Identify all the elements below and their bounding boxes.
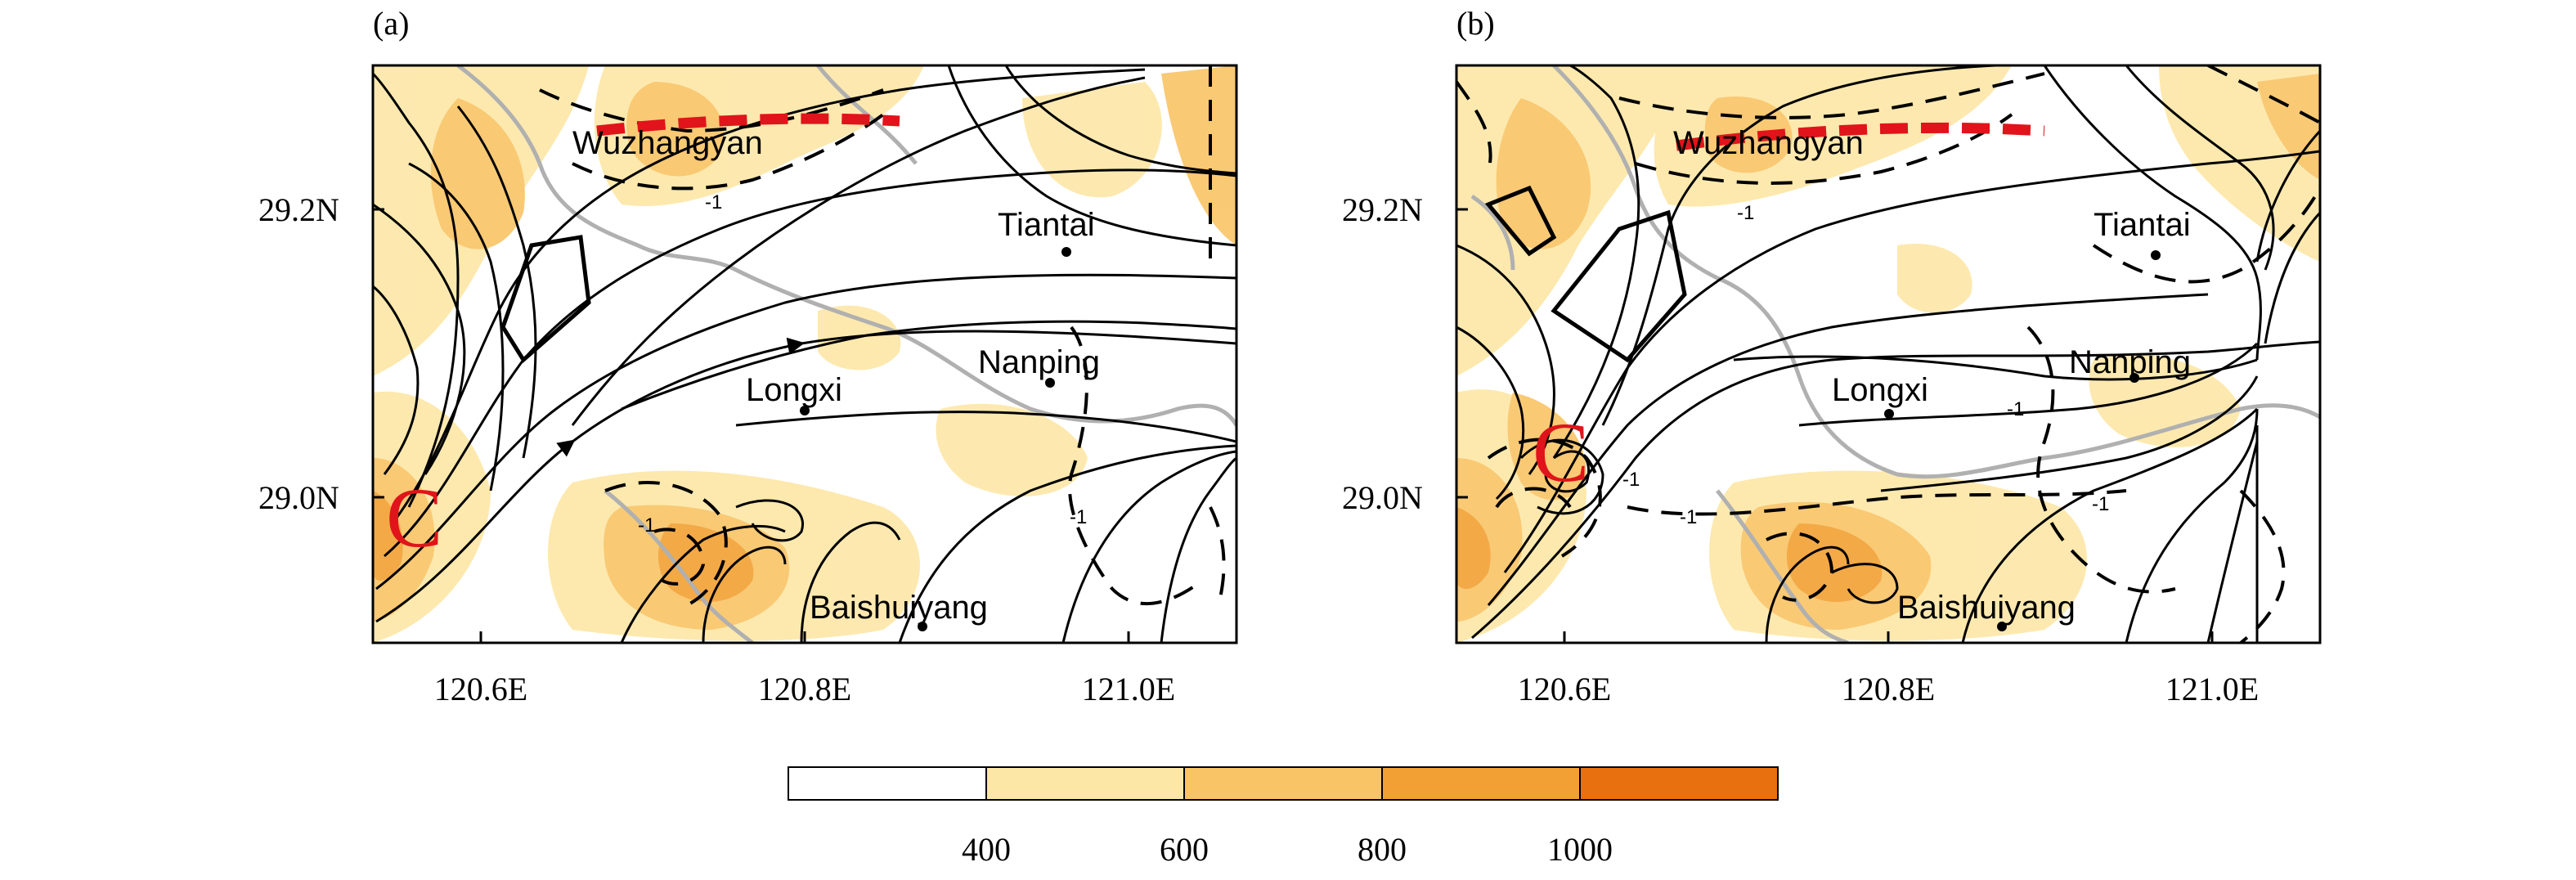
station-label: Tiantai	[2094, 207, 2191, 243]
contour-label: -1	[638, 514, 655, 537]
map-area: -1 -1 -1 -1 -1 C Wuzhangyan Tiantai Nanp…	[1456, 65, 2320, 643]
colorbar-tick-label: 600	[1160, 831, 1209, 868]
x-tick-label: 121.0E	[2165, 671, 2259, 707]
contour-label: -1	[1070, 506, 1087, 528]
station-dot	[2129, 373, 2139, 383]
streamlines	[1456, 65, 2320, 643]
colorbar-bin	[1183, 766, 1383, 801]
station-tiantai: Tiantai	[998, 207, 1095, 257]
map-area: -1 -1 -1 C Wuzhangyan Tiantai Nanping Lo…	[373, 65, 1236, 643]
panel-label: (b)	[1456, 5, 1495, 42]
station-dot	[1997, 622, 2007, 631]
colorbar-bin	[985, 766, 1185, 801]
contour-label: -1	[1680, 506, 1697, 528]
panel-b: (b)	[1342, 5, 2322, 707]
station-wuzhangyan: Wuzhangyan	[572, 125, 763, 161]
y-tick-label: 29.2N	[1342, 191, 1423, 228]
contour-label: -1	[1622, 469, 1640, 491]
colorbar-tick-label: 800	[1358, 831, 1407, 868]
station-dot	[1045, 378, 1055, 388]
station-longxi: Longxi	[746, 372, 842, 415]
contour-label: -1	[2007, 398, 2024, 420]
station-nanping: Nanping	[978, 344, 1100, 388]
x-tick-label: 120.6E	[1518, 671, 1611, 707]
colorbar-tick-label: 1000	[1547, 831, 1613, 868]
station-dot	[1061, 247, 1071, 257]
contour-label: -1	[705, 191, 722, 213]
contours	[539, 65, 1226, 607]
x-tick-label: 120.8E	[1842, 671, 1935, 707]
panel-a: (a)	[258, 5, 1238, 707]
colorbar-bin	[788, 766, 987, 801]
panel-label: (a)	[373, 5, 409, 42]
x-tick-label: 121.0E	[1082, 671, 1175, 707]
station-label: Tiantai	[998, 207, 1095, 243]
station-label: Longxi	[746, 372, 842, 408]
coastline	[456, 65, 1236, 427]
contour-label: -1	[2092, 493, 2109, 515]
station-baishuiyang: Baishuiyang	[1897, 590, 2076, 631]
y-tick-label: 29.0N	[258, 479, 339, 516]
station-longxi: Longxi	[1832, 372, 1928, 419]
station-label: Wuzhangyan	[1673, 125, 1864, 161]
x-tick-label: 120.6E	[434, 671, 527, 707]
terrain-polygon	[500, 235, 591, 363]
streamlines	[373, 65, 1236, 643]
station-dot	[918, 622, 927, 631]
barrier-line	[1676, 122, 2045, 151]
station-label: Nanping	[2069, 344, 2191, 380]
station-label: Wuzhangyan	[572, 125, 763, 161]
cyclone-marker: C	[386, 471, 442, 565]
terrain-polygon	[1484, 185, 1557, 257]
axis-ticks	[373, 208, 1130, 643]
station-tiantai: Tiantai	[2094, 207, 2191, 260]
cyclone-marker: C	[1533, 406, 1589, 500]
colorbar-bin	[1381, 766, 1581, 801]
colorbar-bin	[1579, 766, 1779, 801]
y-tick-label: 29.2N	[258, 191, 339, 228]
station-label: Longxi	[1832, 372, 1928, 408]
elevation-shading	[373, 65, 1236, 643]
station-label: Nanping	[978, 344, 1100, 380]
y-tick-label: 29.0N	[1342, 479, 1423, 516]
colorbar: 400 600 800 1000	[788, 766, 1779, 868]
elevation-shading	[1456, 65, 2320, 643]
contours	[1456, 65, 2320, 643]
station-baishuiyang: Baishuiyang	[810, 590, 988, 631]
axis-ticks	[1456, 208, 2214, 643]
station-label: Baishuiyang	[1897, 590, 2076, 626]
terrain-polygon	[1551, 209, 1687, 363]
contour-label: -1	[1737, 202, 1754, 224]
station-dot	[1884, 409, 1894, 419]
x-tick-label: 120.8E	[758, 671, 851, 707]
station-nanping: Nanping	[2069, 344, 2191, 383]
station-dot	[800, 406, 810, 415]
colorbar-tick-label: 400	[962, 831, 1011, 868]
station-wuzhangyan: Wuzhangyan	[1673, 125, 1864, 161]
station-dot	[2151, 250, 2161, 260]
station-label: Baishuiyang	[810, 590, 988, 626]
barrier-line	[596, 113, 900, 137]
